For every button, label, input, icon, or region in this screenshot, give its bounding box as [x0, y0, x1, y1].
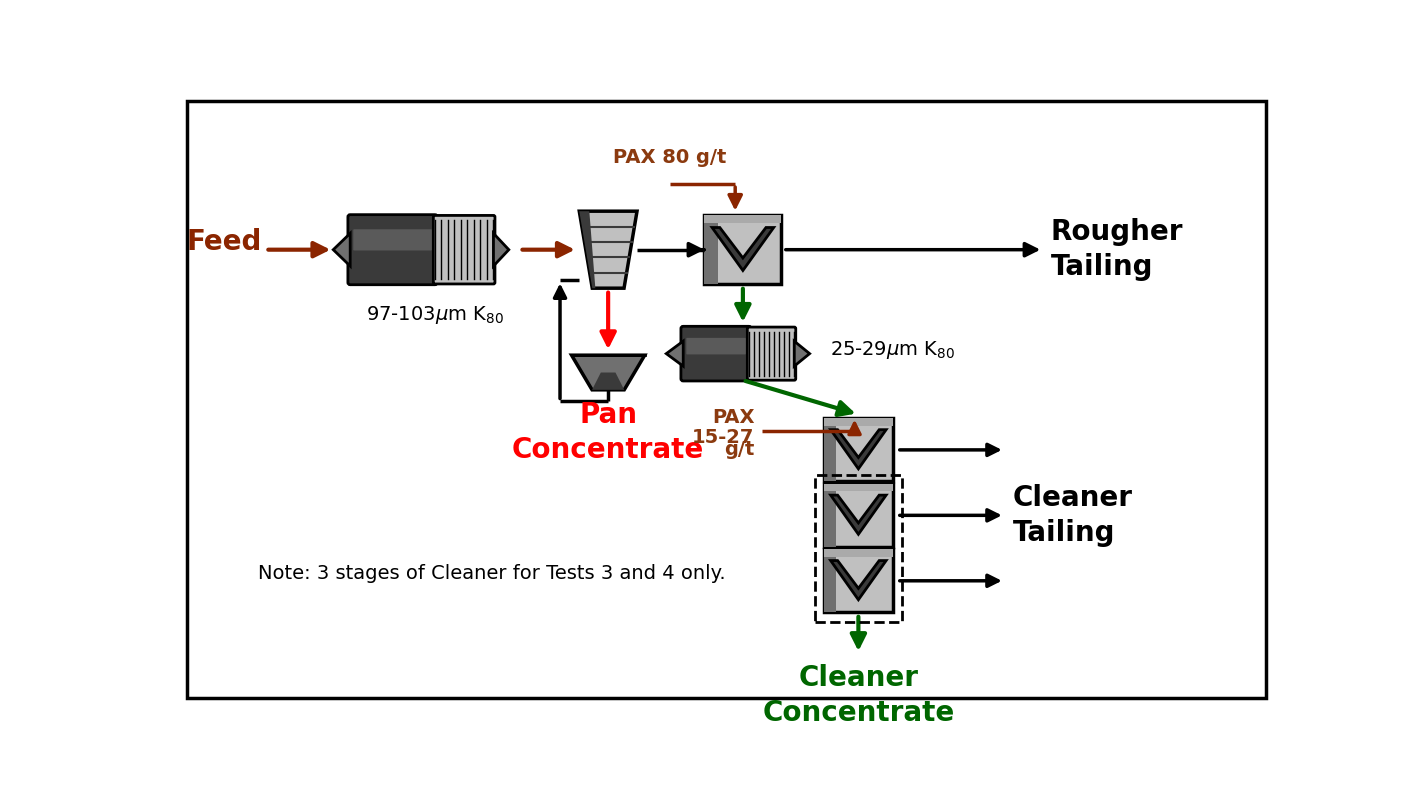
Polygon shape — [571, 355, 645, 390]
Text: PAX
15-27: PAX 15-27 — [692, 407, 754, 447]
Text: Pan
Concentrate: Pan Concentrate — [512, 401, 705, 464]
FancyBboxPatch shape — [347, 214, 437, 285]
Text: Rougher
Tailing: Rougher Tailing — [1051, 218, 1184, 281]
Bar — [824, 549, 893, 557]
FancyBboxPatch shape — [686, 338, 746, 354]
Text: Cleaner
Tailing: Cleaner Tailing — [1012, 484, 1133, 547]
Bar — [814, 475, 902, 622]
Bar — [824, 418, 837, 482]
Bar — [705, 215, 781, 223]
FancyBboxPatch shape — [434, 215, 495, 284]
Polygon shape — [666, 341, 683, 366]
Text: Cleaner
Concentrate: Cleaner Concentrate — [763, 664, 954, 727]
Polygon shape — [333, 233, 350, 266]
Text: 25-29$\mu$m K$_{80}$: 25-29$\mu$m K$_{80}$ — [830, 339, 954, 361]
Text: Note: 3 stages of Cleaner for Tests 3 and 4 only.: Note: 3 stages of Cleaner for Tests 3 an… — [258, 564, 726, 583]
Bar — [824, 418, 893, 426]
Polygon shape — [593, 373, 624, 390]
Bar — [824, 484, 837, 547]
FancyBboxPatch shape — [681, 327, 752, 381]
Bar — [824, 418, 893, 482]
Bar — [705, 215, 719, 284]
Text: Feed: Feed — [186, 228, 262, 256]
Bar — [824, 484, 893, 491]
FancyBboxPatch shape — [747, 327, 795, 380]
Polygon shape — [712, 228, 774, 271]
Polygon shape — [493, 233, 509, 266]
Text: 97-103$\mu$m K$_{80}$: 97-103$\mu$m K$_{80}$ — [366, 304, 503, 326]
Polygon shape — [580, 211, 596, 288]
Polygon shape — [794, 341, 810, 366]
Bar — [824, 484, 893, 547]
Text: g/t: g/t — [725, 440, 754, 459]
Polygon shape — [580, 211, 637, 288]
FancyBboxPatch shape — [353, 229, 432, 251]
Bar — [824, 549, 893, 612]
Polygon shape — [831, 561, 886, 600]
Bar — [824, 549, 837, 612]
Polygon shape — [831, 495, 886, 534]
Polygon shape — [831, 430, 886, 469]
FancyBboxPatch shape — [187, 101, 1266, 698]
Text: PAX 80 g/t: PAX 80 g/t — [613, 148, 726, 167]
Bar — [705, 215, 781, 284]
